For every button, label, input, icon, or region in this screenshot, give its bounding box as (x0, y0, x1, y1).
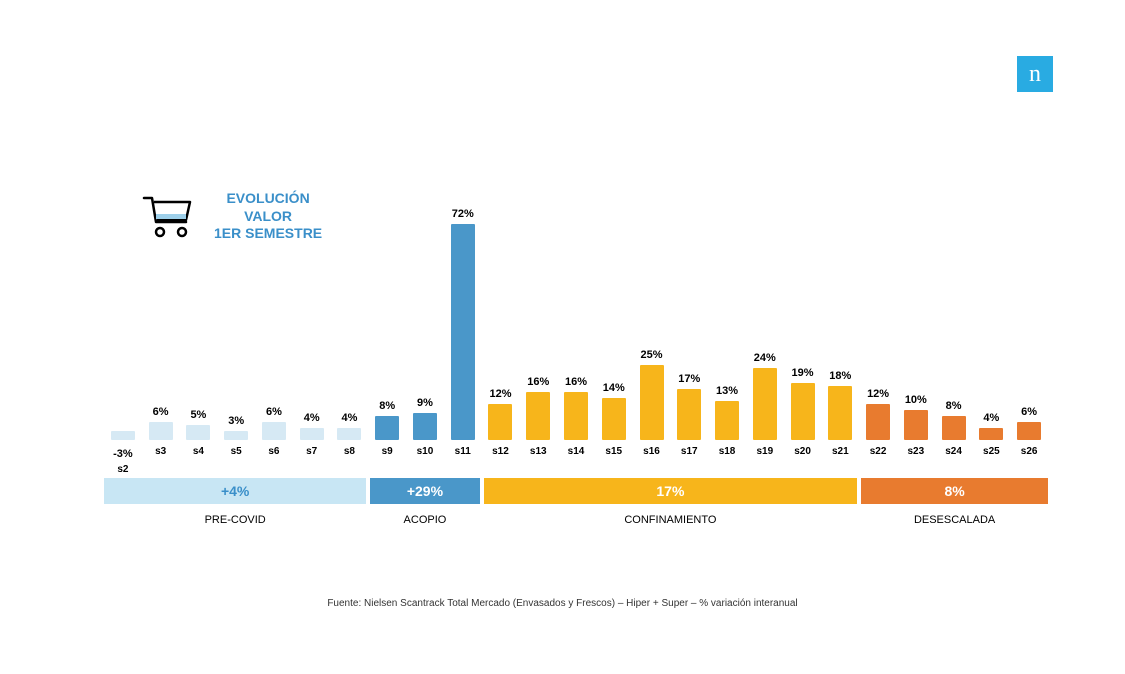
bar (413, 413, 437, 440)
x-tick: s20 (794, 446, 811, 457)
phase-summary-bar: +4% (104, 478, 366, 504)
bar-value-label: 19% (792, 367, 814, 379)
bar-value-label: 4% (304, 412, 320, 424)
x-tick: s15 (605, 446, 622, 457)
bar-value-label: 9% (417, 397, 433, 409)
x-tick: s19 (756, 446, 773, 457)
x-tick: s18 (719, 446, 736, 457)
phase-label: DESESCALADA (914, 514, 995, 526)
bar (942, 416, 966, 440)
bar (904, 410, 928, 440)
x-tick: s21 (832, 446, 849, 457)
nielsen-logo: n (1017, 56, 1053, 92)
bar-value-label: 8% (379, 400, 395, 412)
x-tick: s17 (681, 446, 698, 457)
bar-value-label: 12% (867, 388, 889, 400)
bar (375, 416, 399, 440)
bar (828, 386, 852, 440)
x-tick: s12 (492, 446, 509, 457)
x-tick: s7 (306, 446, 317, 457)
phase-label: ACOPIO (404, 514, 447, 526)
bar (677, 389, 701, 440)
bar-value-label: 3% (228, 415, 244, 427)
x-tick: s26 (1021, 446, 1038, 457)
bar (186, 425, 210, 440)
x-tick: s4 (193, 446, 204, 457)
bar (715, 401, 739, 440)
bar-value-label: 72% (452, 208, 474, 220)
phase-summary-track: +4%+29%17%8% (104, 478, 1048, 504)
bar-value-label: 6% (153, 406, 169, 418)
bar (791, 383, 815, 440)
phase-label: PRE-COVID (205, 514, 266, 526)
bar-value-label: 25% (641, 349, 663, 361)
bar (564, 392, 588, 440)
bar-value-label: 4% (341, 412, 357, 424)
x-tick: s3 (155, 446, 166, 457)
bar-value-label: 4% (983, 412, 999, 424)
x-tick: s23 (907, 446, 924, 457)
source-note: Fuente: Nielsen Scantrack Total Mercado … (0, 598, 1125, 609)
bar-value-label: 10% (905, 394, 927, 406)
x-tick: s13 (530, 446, 547, 457)
bar-value-label: 13% (716, 385, 738, 397)
bar (149, 422, 173, 440)
bar (979, 428, 1003, 440)
bar (337, 428, 361, 440)
x-tick: s2 (117, 464, 128, 475)
x-tick: s5 (231, 446, 242, 457)
bar (866, 404, 890, 440)
bar (451, 224, 475, 440)
bar (526, 392, 550, 440)
nielsen-logo-glyph: n (1029, 61, 1041, 88)
x-tick: s9 (382, 446, 393, 457)
x-tick: s11 (455, 446, 471, 457)
bar (753, 368, 777, 440)
bar-value-label: 6% (266, 406, 282, 418)
bar-value-label: 16% (527, 376, 549, 388)
x-tick: s25 (983, 446, 1000, 457)
x-tick: s10 (417, 446, 434, 457)
phase-summary-bar: +29% (370, 478, 479, 504)
bar-value-label: 24% (754, 352, 776, 364)
bar (602, 398, 626, 440)
bar-value-label: 14% (603, 382, 625, 394)
bar-value-label: 16% (565, 376, 587, 388)
chart-container: EVOLUCIÓN VALOR 1ER SEMESTRE -3%6%5%3%6%… (104, 180, 1048, 534)
x-tick: s16 (643, 446, 660, 457)
x-tick: s22 (870, 446, 887, 457)
bar-value-label: 12% (489, 388, 511, 400)
bar (300, 428, 324, 440)
bar (1017, 422, 1041, 440)
x-tick: s6 (268, 446, 279, 457)
bar-value-label: 17% (678, 373, 700, 385)
x-axis: s2s3s4s5s6s7s8s9s10s11s12s13s14s15s16s17… (104, 440, 1048, 462)
bar-value-label: 18% (829, 370, 851, 382)
phase-summary-bar: 8% (861, 478, 1048, 504)
bar (488, 404, 512, 440)
phase-summary-bar: 17% (484, 478, 858, 504)
x-tick: s8 (344, 446, 355, 457)
bar-value-label: 6% (1021, 406, 1037, 418)
x-tick: s14 (568, 446, 585, 457)
phase-label: CONFINAMIENTO (624, 514, 716, 526)
x-tick: s24 (945, 446, 962, 457)
bar-value-label: 8% (946, 400, 962, 412)
bar (262, 422, 286, 440)
bar (640, 365, 664, 440)
bar (111, 431, 135, 440)
phase-labels-track: PRE-COVID ACOPIO CONFINAMIENTO DESESCALADA (104, 514, 1048, 534)
bar-value-label: 5% (190, 409, 206, 421)
bars-area: -3%6%5%3%6%4%4%8%9%72%12%16%16%14%25%17%… (104, 180, 1048, 440)
bar (224, 431, 248, 440)
